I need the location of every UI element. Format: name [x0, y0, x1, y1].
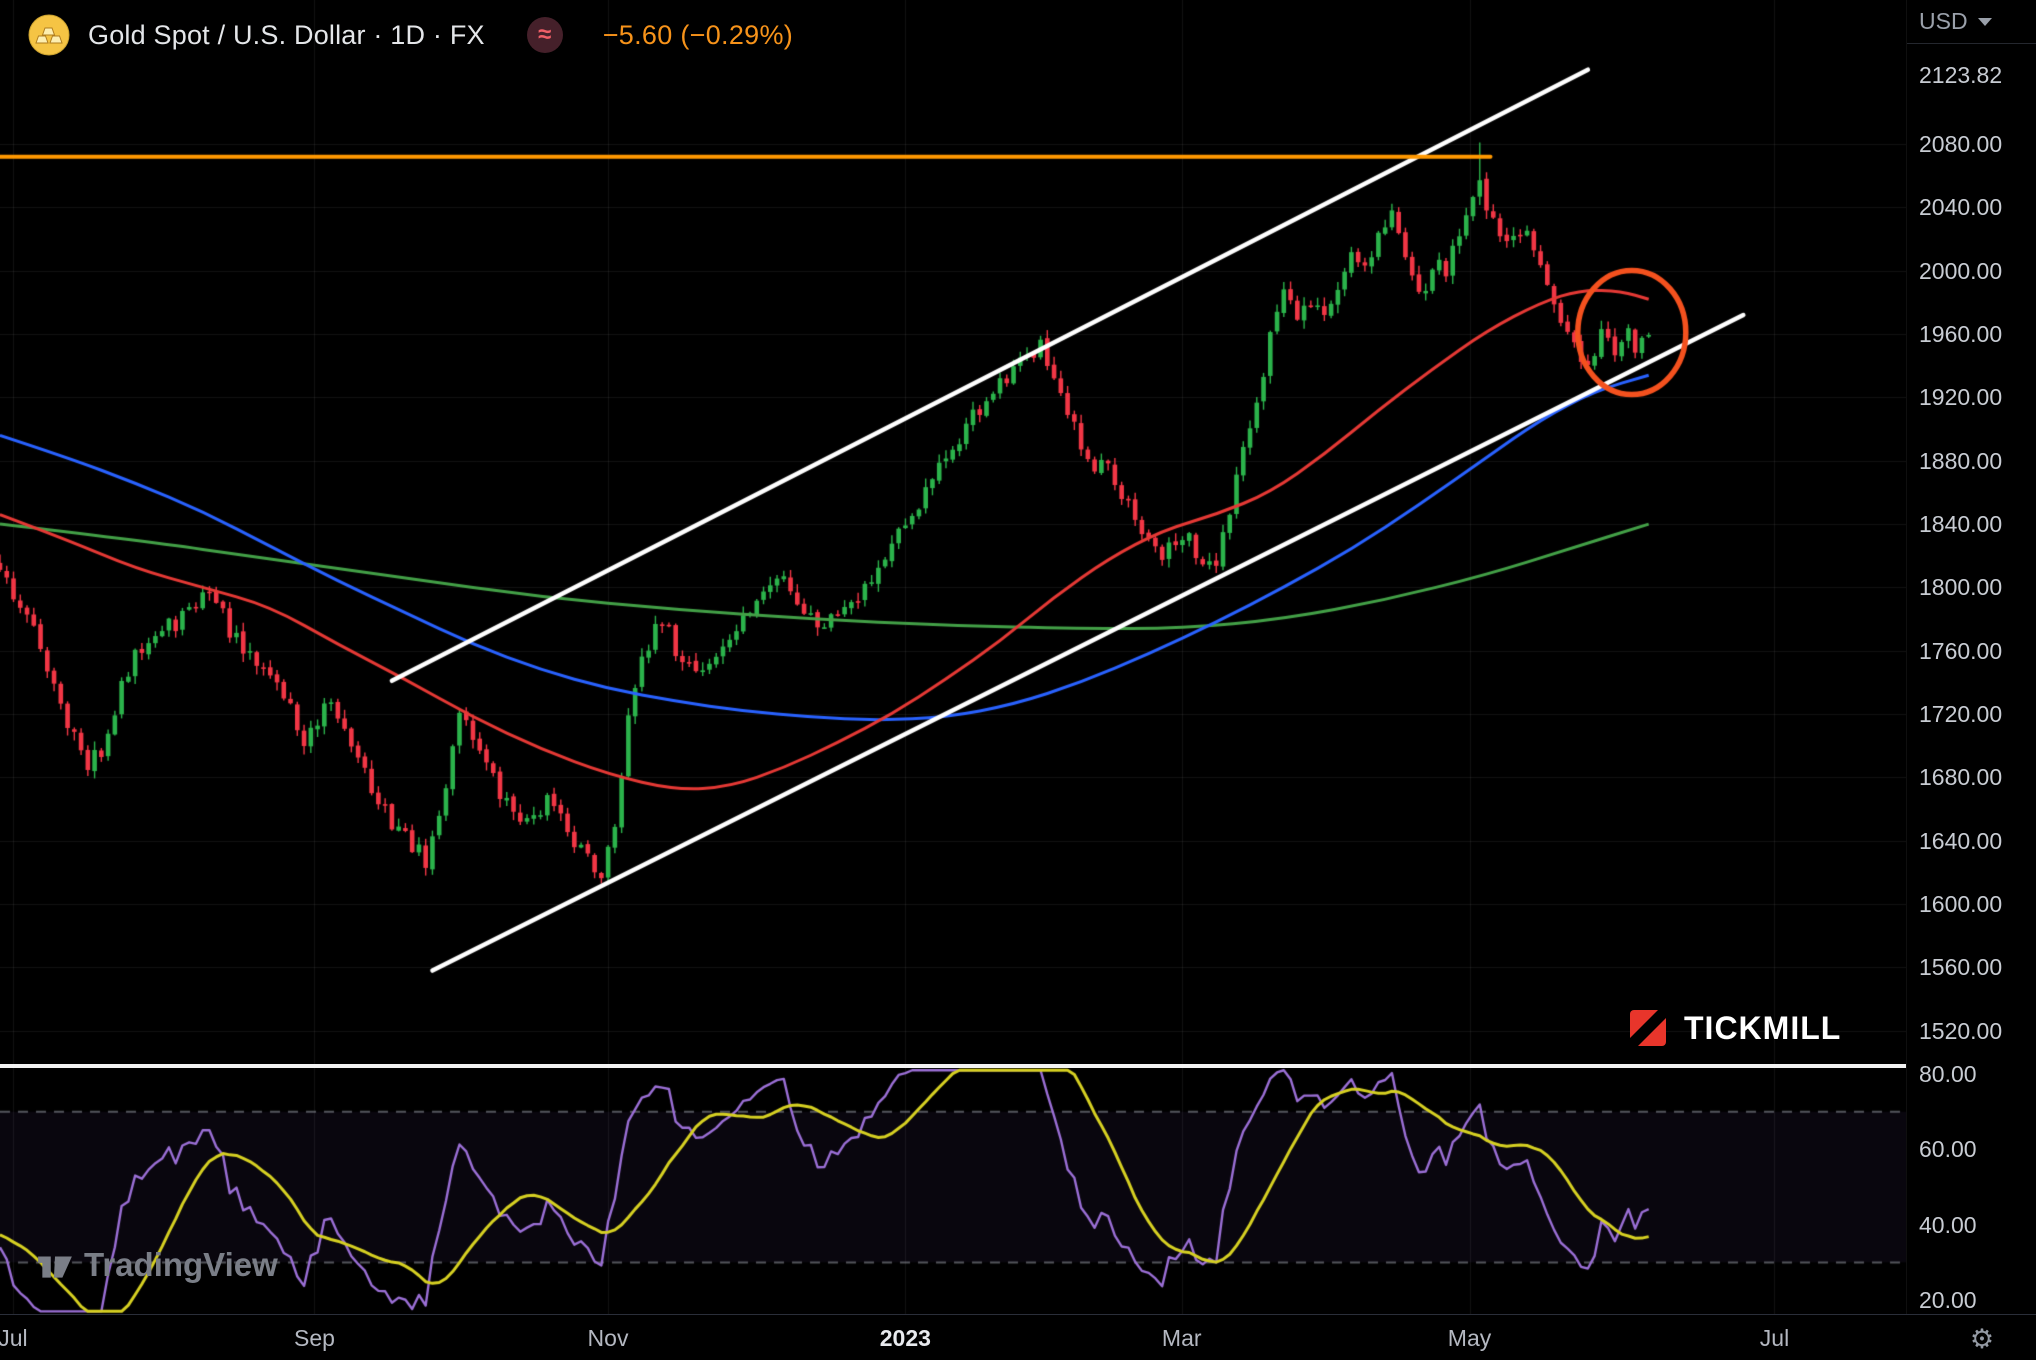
price-tick-label: 1680.00 — [1919, 764, 2003, 791]
price-change-label: −5.60 (−0.29%) — [602, 19, 794, 50]
tradingview-wordmark: TradingView — [84, 1246, 278, 1283]
tickmill-mark-icon — [1630, 1010, 1666, 1046]
symbol-title[interactable]: Gold Spot / U.S. Dollar · 1D · FX — [88, 19, 485, 50]
indicator-tick-label: 40.00 — [1919, 1211, 1977, 1238]
price-axis[interactable]: USD 2123.82 2080.00 2040.00 2000.00 1960.00 1… — [1906, 0, 2036, 1314]
symbol-header: Gold Spot / U.S. Dollar · 1D · FX ≈ −5.6… — [28, 14, 793, 56]
price-tick-label: 1920.00 — [1919, 384, 2003, 411]
price-tick-label: 1840.00 — [1919, 511, 2003, 538]
price-tick-label: 2000.00 — [1919, 257, 2003, 284]
price-tick-label: 1520.00 — [1919, 1017, 2003, 1044]
settings-gear-button[interactable]: ⚙ — [1962, 1321, 2002, 1357]
price-tick-label: 2080.00 — [1919, 131, 2003, 158]
gold-bars-icon — [28, 14, 70, 56]
chevron-down-icon — [1977, 17, 1992, 26]
pane-separator-handle[interactable] — [0, 1064, 1906, 1068]
price-tick-label: 1960.00 — [1919, 321, 2003, 348]
time-tick-label: Mar — [1161, 1325, 1202, 1351]
time-tick-label: Jul — [1759, 1325, 1790, 1351]
time-tick-label: 2023 — [879, 1325, 931, 1351]
price-tick-label: 1600.00 — [1919, 891, 2003, 918]
price-tick-label: 1800.00 — [1919, 574, 2003, 601]
indicator-tick-label: 60.00 — [1919, 1136, 1977, 1163]
time-tick-label: Jul — [0, 1325, 28, 1351]
currency-selector-dropdown[interactable]: USD — [1907, 0, 2036, 44]
main-price-chart-canvas[interactable] — [0, 0, 1906, 1064]
price-tick-label: 1880.00 — [1919, 447, 2003, 474]
delayed-data-badge-icon[interactable]: ≈ — [526, 17, 563, 53]
tradingview-watermark-link[interactable]: TradingView — [36, 1246, 278, 1284]
price-tick-label: 1640.00 — [1919, 827, 2003, 854]
tradingview-logo-icon — [38, 1256, 72, 1278]
approx-equal-glyph: ≈ — [538, 21, 552, 48]
gear-icon: ⚙ — [1969, 1323, 1995, 1354]
price-tick-label: 1760.00 — [1919, 637, 2003, 664]
price-tick-label: 1720.00 — [1919, 701, 2003, 728]
price-tick-label: 2040.00 — [1919, 194, 2003, 221]
time-tick-label: Sep — [294, 1325, 335, 1351]
currency-label: USD — [1919, 8, 1968, 34]
time-axis[interactable]: ⚙ Jul Sep Nov 2023 Mar May Jul — [0, 1314, 2036, 1360]
tickmill-wordmark: TICKMILL — [1684, 1009, 1842, 1046]
tickmill-logo: TICKMILL — [1628, 1008, 1841, 1048]
price-tick-label: 2123.82 — [1919, 61, 2003, 88]
indicator-tick-label: 80.00 — [1919, 1061, 1977, 1088]
price-tick-label: 1560.00 — [1919, 954, 2003, 981]
time-tick-label: Nov — [587, 1325, 629, 1351]
indicator-tick-label: 20.00 — [1919, 1287, 1977, 1314]
time-tick-label: May — [1447, 1325, 1492, 1351]
rsi-indicator-pane-canvas[interactable] — [0, 1068, 1906, 1314]
